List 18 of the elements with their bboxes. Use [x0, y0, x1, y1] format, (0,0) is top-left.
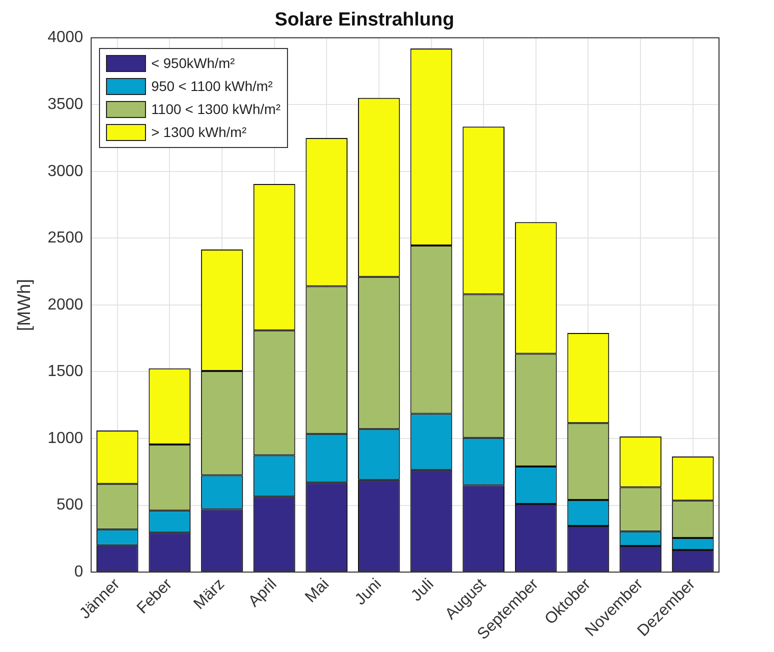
- y-axis-title: [MWh]: [14, 278, 34, 331]
- x-tick-label: Juni: [352, 576, 385, 609]
- x-tick-label: Mai: [302, 576, 333, 606]
- legend-label: > 1300 kWh/m²: [151, 124, 247, 140]
- legend-label: 950 < 1100 kWh/m²: [151, 78, 273, 94]
- legend-label: < 950kWh/m²: [151, 55, 235, 72]
- legend-label: 1100 < 1300 kWh/m²: [151, 101, 280, 118]
- y-tick-label: 4000: [48, 29, 84, 46]
- y-tick-label: 1500: [48, 363, 84, 380]
- y-tick-label: 1000: [48, 430, 84, 447]
- chart-title: Solare Einstrahlung: [274, 10, 454, 31]
- y-tick-label: 0: [74, 563, 84, 580]
- y-tick-label: 3500: [48, 96, 84, 113]
- y-tick-label: 3000: [48, 162, 84, 180]
- y-tick-label: 2500: [48, 230, 84, 247]
- y-tick-label: 2000: [48, 296, 84, 314]
- x-tick-label: Juli: [408, 576, 438, 605]
- y-tick-label: 500: [56, 496, 84, 514]
